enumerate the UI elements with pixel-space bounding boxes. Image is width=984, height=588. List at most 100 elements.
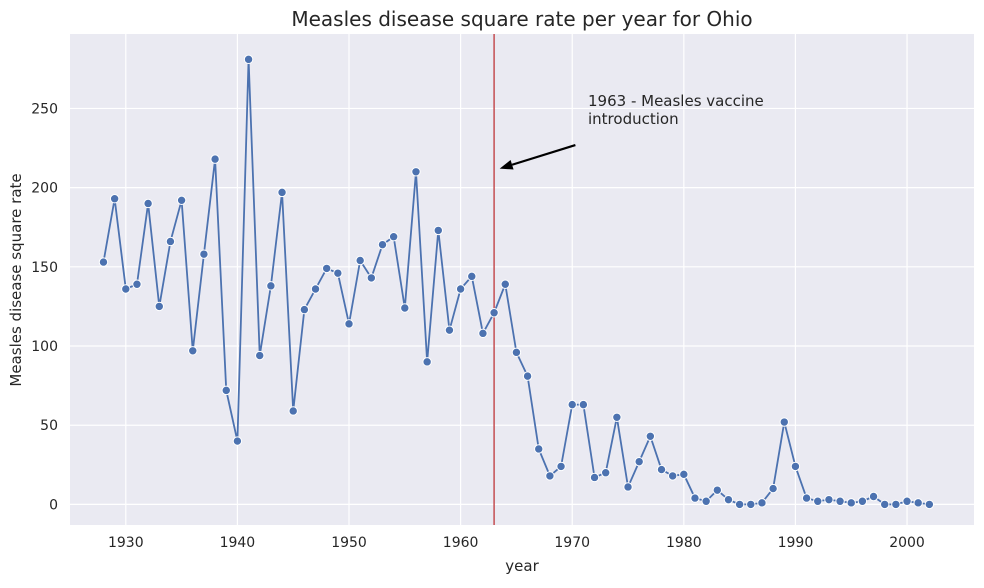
y-tick-label: 150	[31, 260, 58, 276]
y-tick-labels: 0 50 100 150 200 250	[31, 101, 58, 513]
data-point	[121, 284, 131, 294]
data-point	[701, 496, 711, 506]
data-point	[656, 464, 667, 475]
x-tick-label: 1950	[331, 535, 367, 551]
data-point	[679, 469, 689, 480]
data-point	[132, 279, 142, 289]
data-point	[846, 498, 856, 508]
data-point	[489, 308, 499, 318]
data-point	[522, 371, 533, 381]
data-point	[188, 346, 198, 356]
x-tick-label: 1990	[778, 535, 814, 551]
x-tick-label: 1970	[554, 535, 590, 551]
data-point	[880, 499, 890, 510]
data-point	[645, 431, 656, 442]
data-point	[690, 493, 700, 503]
data-point	[388, 232, 399, 242]
data-point	[299, 304, 310, 315]
data-point	[165, 236, 176, 247]
data-point	[623, 482, 633, 492]
data-point	[355, 255, 365, 266]
data-point	[255, 350, 265, 361]
data-point	[154, 301, 164, 312]
y-tick-label: 250	[31, 101, 58, 117]
data-point	[634, 456, 644, 467]
data-point	[534, 444, 544, 454]
annotation-arrow-head	[499, 159, 514, 170]
data-point	[455, 284, 466, 294]
data-point	[768, 483, 778, 494]
data-point	[601, 468, 611, 478]
data-point	[310, 284, 321, 294]
data-point	[266, 281, 276, 291]
data-point	[511, 347, 522, 358]
annotation-text-line-2: introduction	[588, 110, 679, 128]
data-point	[467, 271, 477, 282]
data-point	[210, 154, 220, 164]
data-point	[891, 499, 901, 510]
data-point	[578, 399, 589, 410]
data-point	[199, 249, 209, 259]
annotation-text-line-1: 1963 - Measles vaccine	[588, 92, 764, 110]
data-point	[746, 499, 756, 510]
data-point	[567, 399, 577, 410]
data-point	[723, 494, 734, 505]
data-point	[835, 496, 845, 506]
data-point	[801, 493, 812, 503]
data-point	[109, 194, 120, 204]
data-point	[232, 436, 243, 446]
data-point	[422, 357, 432, 367]
data-point	[913, 498, 923, 508]
data-point	[500, 279, 510, 289]
data-point	[667, 471, 678, 481]
x-axis-label: year	[505, 557, 539, 575]
data-point	[176, 195, 187, 206]
data-point	[545, 471, 555, 481]
x-tick-label: 1980	[666, 535, 702, 551]
data-point	[589, 472, 600, 483]
data-point	[288, 406, 298, 416]
series	[98, 54, 935, 510]
y-axis-label: Measles disease square rate	[7, 173, 25, 386]
plot-area	[70, 34, 974, 525]
data-point	[779, 417, 789, 427]
x-tick-labels: 1930 1940 1950 1960 1970 1980 1990 2000	[108, 535, 925, 551]
data-point	[344, 319, 354, 329]
data-point	[98, 257, 109, 267]
annotation-arrow-shaft	[511, 143, 576, 166]
data-point	[333, 268, 343, 278]
data-point	[411, 167, 421, 177]
data-point	[813, 496, 823, 506]
data-point	[277, 187, 287, 198]
data-point	[478, 328, 488, 339]
data-point	[868, 491, 879, 502]
chart-title: Measles disease square rate per year for…	[291, 7, 752, 31]
annotation: 1963 - Measles vaccine introduction	[499, 92, 764, 170]
data-point	[143, 198, 153, 209]
data-point	[857, 496, 868, 506]
y-tick-label: 200	[31, 181, 58, 197]
x-tick-label: 2000	[889, 535, 925, 551]
y-tick-label: 0	[49, 497, 58, 513]
data-point	[902, 496, 912, 506]
data-point	[790, 461, 801, 472]
data-point	[444, 325, 455, 335]
data-point	[712, 485, 723, 495]
x-tick-label: 1960	[443, 535, 479, 551]
data-point	[366, 273, 377, 283]
data-point	[377, 239, 388, 250]
data-point	[400, 303, 410, 313]
data-point	[433, 225, 443, 236]
data-point	[321, 263, 332, 274]
data-point	[824, 494, 834, 505]
y-tick-label: 50	[40, 418, 58, 434]
data-point	[221, 385, 231, 396]
y-tick-label: 100	[31, 339, 58, 355]
data-point	[757, 498, 767, 508]
data-point	[556, 461, 566, 472]
grid	[70, 34, 974, 525]
x-tick-label: 1940	[220, 535, 256, 551]
data-point	[924, 499, 935, 510]
